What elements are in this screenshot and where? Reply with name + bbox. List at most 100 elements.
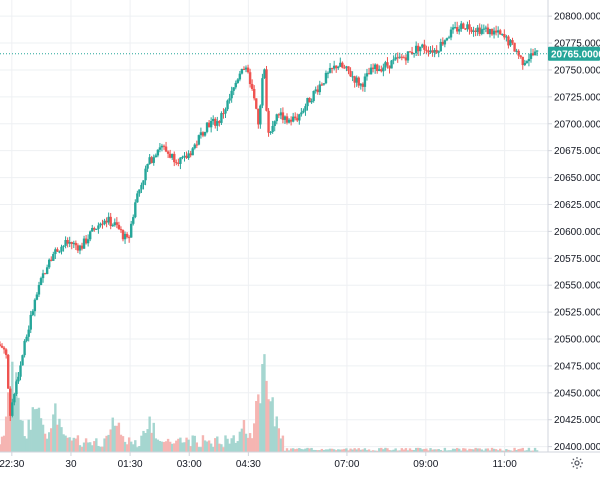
candle-body [466,24,469,29]
volume-bar [156,439,160,452]
volume-bar [378,448,381,452]
volume-bar [76,435,80,452]
candle-body [421,44,424,47]
candle-body [162,145,166,147]
volume-bar [109,429,112,452]
candle-body [86,239,90,244]
volume-bar [433,449,436,452]
volume-bar [111,417,114,452]
candle-body [238,73,242,80]
volume-bar [107,434,110,452]
current-price-label: 20765.0000 [551,49,600,60]
volume-bar [486,448,490,452]
volume-bar [218,443,221,452]
volume-bar [490,447,494,452]
candle-body [43,273,47,275]
price-axis-label: 20425.0000 [554,415,600,426]
candle-body [0,345,4,348]
candle-body [222,113,225,115]
candle-body [332,65,336,69]
volume-bar [308,448,311,452]
volume-bar [427,450,430,452]
volume-bar [275,416,278,452]
volume-bar [113,425,117,452]
volume-bar [250,438,254,452]
candle-body [261,78,264,106]
volume-bar [328,448,332,452]
volume-bar [525,450,529,452]
candle-body [72,242,76,245]
volume-bar [441,450,445,452]
volume-bar [150,432,153,452]
volume-bar [316,450,319,452]
volume-bar [414,447,418,452]
candle-body [144,168,147,181]
volume-bar [304,448,307,452]
volume-bar [162,442,166,452]
volume-bar [291,448,295,452]
candle-body [460,23,463,30]
settings-button[interactable] [566,452,588,474]
candle-body [357,77,360,86]
candle-body [62,245,65,247]
candle-body [361,83,365,87]
volume-bar [64,435,67,452]
candle-body [199,132,203,136]
volume-bar [21,420,24,452]
candle-body [513,42,516,52]
volume-bar [460,450,463,452]
candle-body [56,249,59,252]
volume-bar [181,442,184,452]
time-axis[interactable]: 22:30 30 01:30 03:00 04:30 07:00 09:00 11:00 [0,451,600,470]
volume-bar [443,447,447,452]
volume-bar [144,432,147,452]
volume-bar [310,447,313,452]
candle-body [527,58,531,62]
volume-bar [166,438,170,452]
candle-body [318,84,322,93]
volume-bar [175,440,178,452]
volume-bar [312,449,315,452]
candle-body [52,254,55,261]
gear-icon [571,457,583,469]
volume-bar [320,448,324,452]
volume-bar [349,448,352,452]
candle-body [203,131,207,136]
volume-bar [384,447,387,452]
candle-body [95,228,98,230]
volume-bar [183,442,186,452]
volume-bar [173,443,176,452]
volume-bar [191,435,194,452]
volume-bar [398,450,401,452]
time-axis-label: 07:00 [334,459,359,470]
volume-bar [478,448,481,452]
candle-body [78,245,82,251]
volume-bar [261,364,264,452]
candle-body [181,156,184,158]
candle-body [427,50,430,53]
candle-body [507,36,510,46]
volume-bar [492,448,496,452]
candle-body [257,108,260,125]
candle-body [392,59,395,61]
volume-bar [359,449,363,452]
candle-body [214,118,217,126]
candle-body [70,242,73,245]
candle-body [472,30,475,32]
volume-bar [376,450,379,452]
volume-bar [19,419,22,452]
candle-body [220,113,223,123]
volume-bar [132,444,135,452]
volume-bar [347,450,350,452]
candle-body [7,354,10,389]
candle-body [464,28,467,30]
time-axis-label: 04:30 [236,459,261,470]
volume-bar [388,450,391,452]
candle-body [76,245,80,251]
volume-bar [253,423,256,452]
candle-body [48,259,51,268]
price-axis[interactable]: 20400.0000 20425.0000 20450.0000 20475.0000… [547,0,600,453]
candle-body [400,56,404,58]
volume-bar [234,442,237,452]
